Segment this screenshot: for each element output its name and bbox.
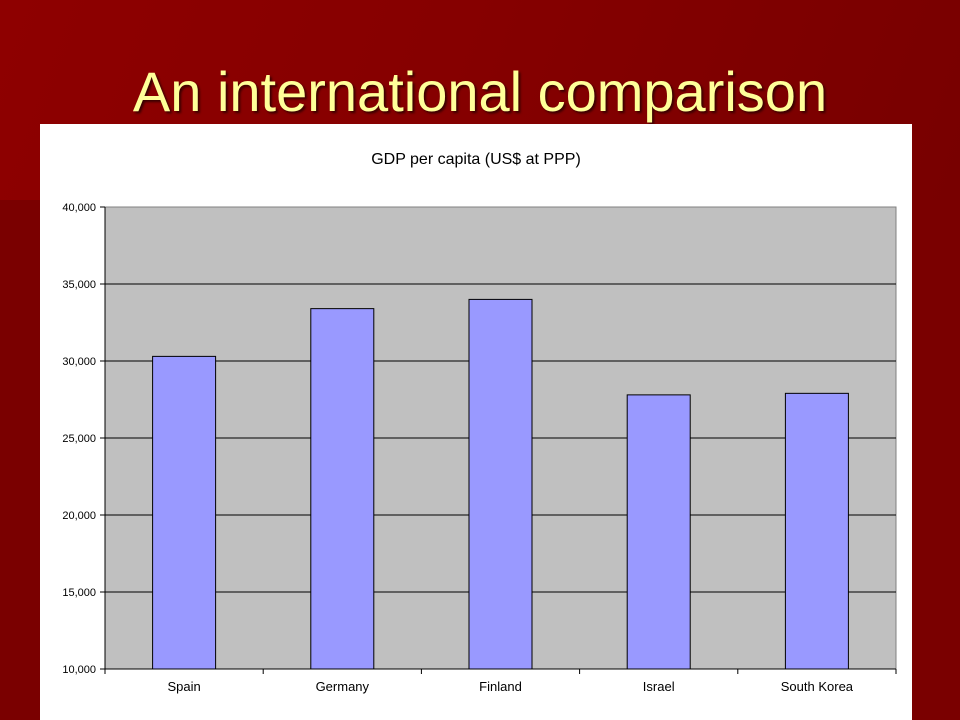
y-tick-label: 20,000	[62, 510, 96, 522]
bar-south-korea	[784, 392, 849, 670]
slide-title: An international comparison	[132, 60, 828, 123]
bars	[152, 298, 849, 670]
x-tick-label: Finland	[479, 679, 522, 694]
chart-title: GDP per capita (US$ at PPP)	[371, 151, 581, 168]
x-tick-label: Spain	[167, 679, 200, 694]
y-tick-label: 35,000	[62, 279, 96, 291]
y-tick-label: 10,000	[62, 664, 96, 676]
y-axis: 10,000 15,000 20,000 25,000 30,000 35,000 40,0…	[62, 202, 106, 676]
x-tick-label: Israel	[643, 679, 675, 694]
y-tick-label: 15,000	[62, 587, 96, 599]
bar-germany	[310, 308, 375, 670]
bar-israel	[626, 394, 691, 670]
x-tick-label: South Korea	[781, 679, 854, 694]
y-tick-label: 40,000	[62, 202, 96, 214]
bar-chart: GDP per capita (US$ at PPP) 10,000 15,000…	[62, 151, 897, 694]
y-tick-label: 30,000	[62, 356, 96, 368]
bar-spain	[152, 355, 217, 670]
bar-finland	[468, 298, 533, 670]
y-tick-label: 25,000	[62, 433, 96, 445]
x-axis: Spain Germany Finland Israel South Korea	[104, 668, 897, 694]
chart-panel: GDP per capita (US$ at PPP) 10,000 15,000…	[40, 124, 912, 720]
x-tick-label: Germany	[316, 679, 370, 694]
